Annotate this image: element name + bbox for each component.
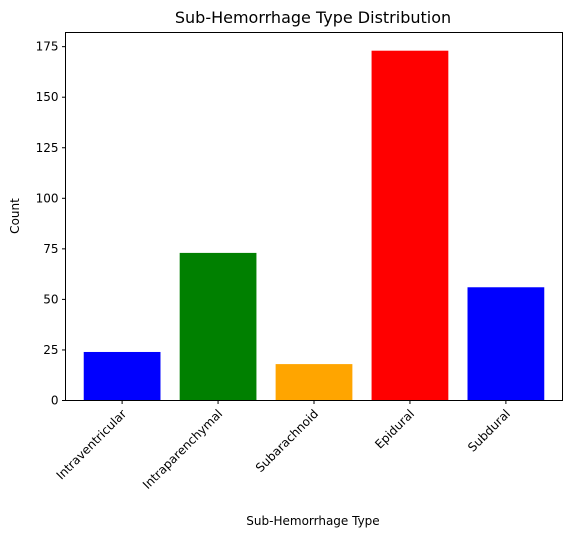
y-tick-label: 100: [36, 191, 59, 205]
x-tick-label: Subdural: [465, 407, 513, 455]
bar-epidural: [371, 50, 449, 401]
y-tick-label: 175: [36, 40, 59, 54]
x-tick-label: Subarachnoid: [253, 407, 321, 475]
y-tick-label: 75: [43, 242, 58, 256]
y-tick-label: 125: [36, 141, 59, 155]
y-axis: 0 25 50 75 100 125 150 175: [36, 40, 66, 408]
x-tick-label: Intraventricular: [54, 407, 130, 483]
y-tick-label: 150: [36, 90, 59, 104]
y-tick-label: 50: [43, 292, 58, 306]
y-axis-label: Count: [8, 198, 22, 234]
y-tick-label: 25: [43, 343, 58, 357]
plot-frame: [65, 32, 563, 401]
x-tick-label: Intraparenchymal: [140, 407, 225, 492]
bar-intraparenchymal: [179, 252, 257, 401]
bar-intraventricular: [83, 351, 161, 401]
bar-subdural: [467, 287, 545, 401]
chart-title: Sub-Hemorrhage Type Distribution: [175, 8, 451, 27]
x-tick-label: Epidural: [372, 407, 417, 452]
plot-area: [83, 50, 545, 401]
y-tick-label: 0: [51, 394, 59, 408]
x-axis-label: Sub-Hemorrhage Type: [246, 514, 379, 528]
x-axis: Intraventricular Intraparenchymal Subarach…: [54, 400, 513, 492]
bar-subarachnoid: [275, 364, 353, 401]
